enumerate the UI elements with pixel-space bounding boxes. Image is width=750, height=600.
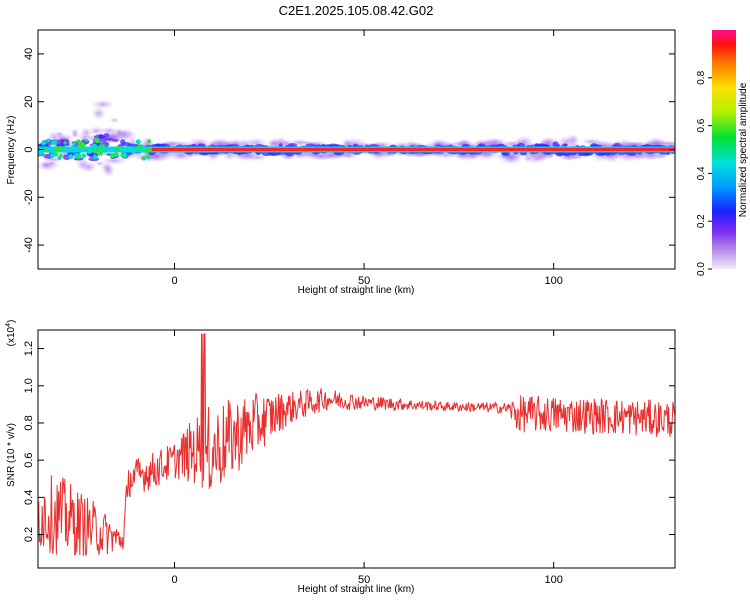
snr-y-tick-label: 0.8 <box>23 415 35 430</box>
spectral-spot <box>59 153 63 158</box>
snr-y-tick-label: 0.4 <box>23 490 35 505</box>
spectral-spot <box>100 143 106 149</box>
spectral-halo <box>555 135 579 148</box>
spectral-core <box>98 134 104 139</box>
spectrogram-x-tick-label: 0 <box>171 275 177 287</box>
spectral-halo <box>70 128 80 137</box>
snr-y-label: SNR (10 * v/v) <box>6 423 17 487</box>
colorbar-tick-label: 0.4 <box>696 166 707 180</box>
spectral-spot <box>44 149 49 153</box>
snr-x-ticks: 0 50 100 <box>171 330 563 586</box>
spectral-spot <box>92 147 98 154</box>
colorbar-ticks: 0.0 0.2 0.4 0.6 0.8 <box>696 70 712 276</box>
spectral-spot <box>131 150 136 154</box>
spectrogram-panel: 0 50 100 -40 -20 0 20 40 Height of straight li… <box>6 29 676 296</box>
spectral-spot <box>51 141 56 146</box>
spectral-spot <box>144 150 148 154</box>
spectral-spot <box>73 142 77 146</box>
spectral-spot <box>141 145 146 150</box>
spectral-spot <box>141 156 145 160</box>
spectrogram-x-tick-label: 100 <box>544 275 562 287</box>
spectral-spot <box>41 140 47 146</box>
colorbar-tick-label: 0.6 <box>696 118 707 132</box>
snr-x-label: Height of straight line (km) <box>298 584 415 595</box>
spectral-spot <box>97 150 104 156</box>
spectral-halo <box>88 126 105 136</box>
spectral-spot <box>119 146 126 153</box>
spectral-halo <box>38 160 61 171</box>
spectral-spot <box>147 139 152 144</box>
spectral-halo <box>80 161 98 173</box>
spectral-halo <box>91 106 107 121</box>
spectrogram-y-tick-label: 0 <box>23 146 35 152</box>
spectrogram-y-tick-label: 20 <box>23 96 35 108</box>
spectral-spot <box>92 143 98 149</box>
spectrogram-y-tick-label: -40 <box>23 237 35 253</box>
spectral-halo <box>91 99 116 110</box>
snr-frame <box>37 329 676 569</box>
spectral-core <box>568 152 577 156</box>
spectral-halo <box>109 117 120 124</box>
spectral-core <box>557 152 568 156</box>
colorbar: 0.0 0.2 0.4 0.6 0.8 Normalized spectral ampl… <box>696 30 749 276</box>
snr-y-ticks: 0.2 0.4 0.6 0.8 1.0 1.2 <box>23 341 675 542</box>
spectral-center-peak <box>151 147 675 152</box>
snr-y-tick-label: 0.6 <box>23 453 35 468</box>
spectral-spot <box>54 147 59 152</box>
colorbar-label: Normalized spectral amplitude <box>738 82 749 217</box>
figure-title: C2E1.2025.105.08.42.G02 <box>279 3 434 18</box>
snr-panel: 0 50 100 0.2 0.4 0.6 0.8 1.0 1.2 Height of stra… <box>5 320 676 595</box>
spectral-spot <box>81 153 87 159</box>
spectral-spot <box>92 154 98 160</box>
spectrogram-x-ticks: 0 50 100 <box>171 30 563 287</box>
spectrogram-y-ticks: -40 -20 0 20 40 <box>23 48 675 253</box>
spectral-spot <box>146 154 151 159</box>
spectrogram-y-tick-label: 40 <box>23 48 35 60</box>
spectral-spot <box>68 154 74 159</box>
snr-y-tick-label: 0.2 <box>23 527 35 542</box>
spectrogram-y-tick-label: -20 <box>23 189 35 205</box>
spectrogram-y-label: Frequency (Hz) <box>6 116 17 185</box>
spectral-spot <box>86 148 93 154</box>
spectral-halo <box>100 161 114 174</box>
spectral-spot <box>78 141 84 147</box>
spectrogram-x-tick-label: 50 <box>358 275 370 287</box>
spectral-spot <box>46 138 51 143</box>
spectral-spot <box>135 139 141 145</box>
spectral-spot <box>84 138 88 142</box>
spectrogram-x-label: Height of straight line (km) <box>298 285 415 296</box>
spectral-spot <box>120 153 125 157</box>
spectral-spot <box>63 141 67 145</box>
snr-y-tick-label: 1.0 <box>23 378 35 393</box>
spectral-halo <box>580 138 602 145</box>
spectral-spot <box>38 150 44 156</box>
colorbar-tick-label: 0.2 <box>696 214 707 228</box>
spectral-core <box>501 152 508 156</box>
spectral-core <box>111 138 119 142</box>
spectral-spot <box>74 152 79 158</box>
spectral-core <box>106 137 114 141</box>
spectral-spot <box>109 152 116 159</box>
spectral-core <box>512 144 521 147</box>
spectral-spot <box>80 147 85 151</box>
spectral-spot <box>71 144 75 148</box>
snr-y-tick-label: 1.2 <box>23 341 35 356</box>
spectral-band <box>38 99 675 178</box>
spectral-spot <box>52 152 57 157</box>
spectral-spot <box>94 137 100 144</box>
spectral-spot <box>128 147 132 151</box>
snr-y-multiplier: (x104) <box>5 320 17 347</box>
spectral-spot <box>61 149 65 153</box>
snr-x-tick-label: 100 <box>544 574 562 586</box>
colorbar-scale <box>712 30 736 269</box>
snr-x-tick-label: 0 <box>171 574 177 586</box>
snr-x-tick-label: 50 <box>358 574 370 586</box>
colorbar-tick-label: 0.0 <box>696 262 707 276</box>
colorbar-tick-label: 0.8 <box>696 70 707 84</box>
spectral-spot <box>114 146 121 152</box>
snr-series-line <box>38 333 675 557</box>
spectral-core <box>120 139 126 145</box>
spectral-core <box>103 133 110 138</box>
